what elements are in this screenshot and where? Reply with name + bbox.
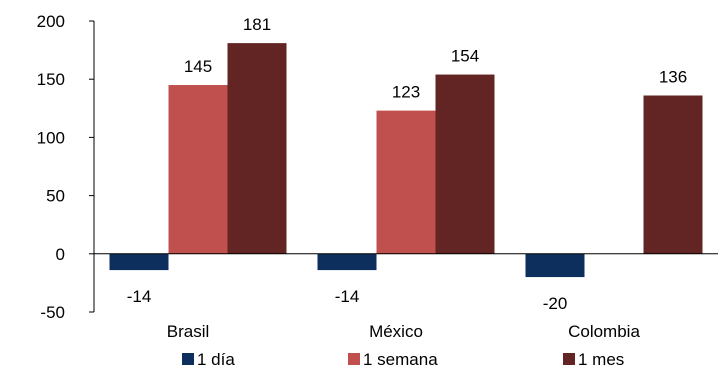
bar-1-mes-méxico	[435, 74, 495, 254]
category-label: Brasil	[167, 322, 210, 341]
bar-1-semana-brasil	[168, 85, 228, 254]
y-tick-label: 150	[37, 70, 65, 89]
data-label: 181	[243, 15, 271, 34]
bar-1-mes-colombia	[643, 95, 703, 254]
legend-label: 1 mes	[578, 350, 624, 369]
x-axis: Brasil México Colombia	[94, 253, 718, 341]
bar-1-semana-méxico	[376, 110, 436, 254]
legend-swatch	[182, 353, 194, 365]
y-tick-label: 0	[56, 245, 65, 264]
data-label: -20	[543, 294, 568, 313]
bars	[109, 43, 703, 278]
y-tick-label: 50	[46, 187, 65, 206]
data-label: 154	[451, 47, 479, 66]
category-label: México	[369, 322, 423, 341]
y-tick-label: 100	[37, 128, 65, 147]
legend-swatch	[348, 353, 360, 365]
data-label: 145	[184, 57, 212, 76]
legend: 1 día 1 semana 1 mes	[182, 350, 624, 369]
data-label: 123	[392, 83, 420, 102]
y-axis: 200 150 100 50 0 -50	[37, 12, 95, 322]
data-label: -14	[127, 287, 152, 306]
bar-1-día-méxico	[317, 253, 377, 271]
legend-swatch	[563, 353, 575, 365]
data-labels: -14 145 181 -14 123 154 -20 136	[127, 15, 687, 313]
category-label: Colombia	[568, 322, 640, 341]
bar-1-día-colombia	[525, 253, 585, 278]
bar-1-día-brasil	[109, 253, 169, 271]
data-label: -14	[335, 287, 360, 306]
y-tick-label: -50	[40, 303, 65, 322]
y-tick-label: 200	[37, 12, 65, 31]
data-label: 136	[659, 67, 687, 86]
legend-label: 1 día	[197, 350, 235, 369]
bar-1-mes-brasil	[227, 43, 287, 254]
legend-label: 1 semana	[363, 350, 438, 369]
